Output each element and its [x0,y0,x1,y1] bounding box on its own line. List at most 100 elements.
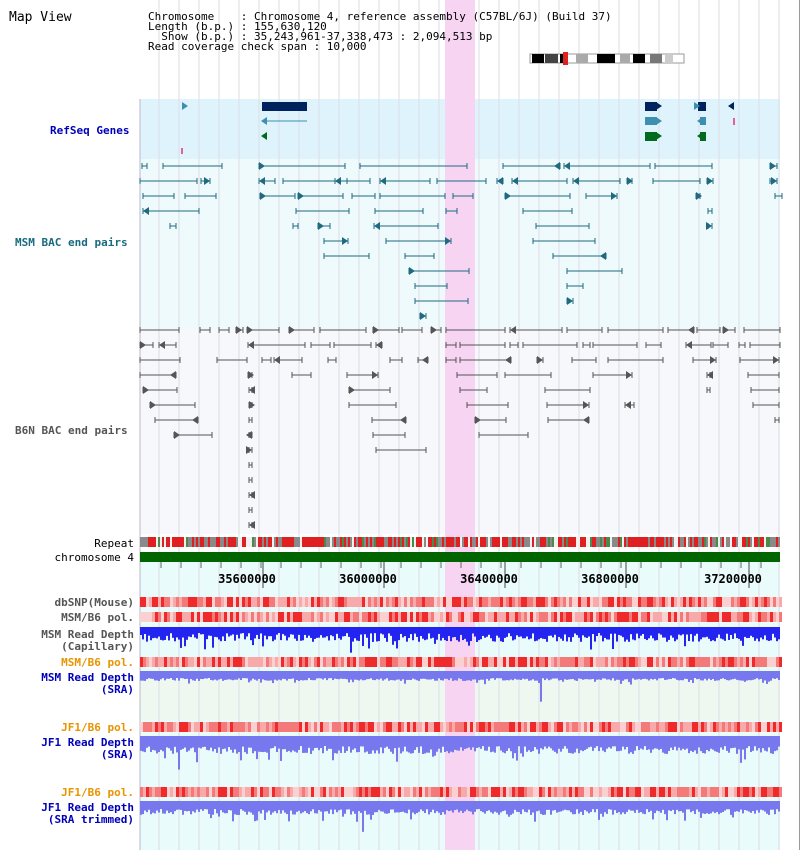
heat-cell [482,657,485,667]
repeat-feature [176,537,178,547]
heat-cell [206,787,209,797]
heat-cell [677,597,680,607]
depth-bar [526,736,528,752]
depth-bar [384,671,386,680]
depth-bar [224,736,226,749]
depth-bar [404,736,406,747]
heat-cell [254,657,257,667]
b6n-bac-end-pairs[interactable] [139,326,781,529]
depth-bar [342,801,344,817]
depth-bar [210,801,212,819]
msm-pol-track-label[interactable]: MSM/B6 pol. [61,611,134,624]
heat-cell [194,657,197,667]
depth-bar [424,801,426,813]
depth-bar [652,671,654,680]
heat-cell [323,612,326,622]
jf1-trim-depth-label-1[interactable]: JF1 Read Depth [41,801,134,814]
heat-cell [755,657,758,667]
depth-bar [632,736,634,754]
depth-bar [610,736,612,749]
heat-cell [671,597,674,607]
depth-bar [736,671,738,680]
heat-cell [266,787,269,797]
heat-cell [191,787,194,797]
depth-bar [164,627,166,640]
depth-bar [266,736,268,753]
depth-bar [386,627,388,642]
depth-bar [722,627,724,640]
heat-cell [515,787,518,797]
depth-bar [230,671,232,680]
depth-bar [580,736,582,751]
depth-bar [686,627,688,635]
heat-cell [245,657,248,667]
heat-cell [188,657,191,667]
depth-bar [230,801,232,811]
depth-bar [762,671,764,683]
repeat-feature [458,537,460,547]
jf1-pol-label[interactable]: JF1/B6 pol. [61,721,134,734]
depth-bar [216,736,218,753]
heat-cell [233,787,236,797]
heat-cell [743,612,746,622]
heat-cell [215,597,218,607]
heat-cell [620,597,623,607]
heat-cell [293,722,296,732]
heat-cell [458,597,461,607]
msm-bac-track-label[interactable]: MSM BAC end pairs [15,236,128,249]
depth-bar [464,801,466,812]
depth-bar [568,671,570,680]
heat-cell [605,597,608,607]
depth-bar [236,627,238,635]
heat-cell [737,657,740,667]
dbsnp-track-label[interactable]: dbSNP(Mouse) [54,596,134,609]
depth-bar [206,736,208,750]
heat-cell [671,722,674,732]
depth-bar [198,736,200,748]
heat-cell [449,597,452,607]
heat-cell [506,722,509,732]
heat-cell [455,597,458,607]
refseq-track-label[interactable]: RefSeq Genes [50,124,130,137]
depth-bar [566,736,568,749]
depth-bar [584,671,586,680]
heat-cell [722,597,725,607]
heat-cell [728,657,731,667]
repeat-feature [692,537,694,547]
b6n-bac-track-label[interactable]: B6N BAC end pairs [15,424,128,437]
depth-bar [578,627,580,638]
heat-cell [560,612,563,622]
repeat-feature [776,537,778,547]
jf1-pol-2-label[interactable]: JF1/B6 pol. [61,786,134,799]
depth-bar [584,627,586,638]
repeat-feature [564,537,566,547]
depth-bar [618,671,620,680]
heat-cell [779,787,782,797]
strand-arrow [274,356,280,364]
msm-sra-depth-label-1[interactable]: MSM Read Depth [41,671,134,684]
depth-bar [738,801,740,812]
heat-cell [530,722,533,732]
ideogram-band [545,54,558,63]
heat-cell [371,612,374,622]
depth-bar [346,671,348,680]
depth-bar [494,801,496,812]
heat-cell [500,612,503,622]
depth-bar [728,671,730,681]
jf1-depth-label-1[interactable]: JF1 Read Depth [41,736,134,749]
heat-cell [665,657,668,667]
msm-pol-sra-label[interactable]: MSM/B6 pol. [61,656,134,669]
msm-capillary-depth-label-1[interactable]: MSM Read Depth [41,628,134,641]
repeat-feature [356,537,358,547]
heat-cell [701,657,704,667]
repeat-feature [252,537,254,547]
heat-cell [662,612,665,622]
chromosome-ideogram[interactable] [529,52,685,65]
depth-bar [734,736,736,748]
msm-bac-end-pairs[interactable] [139,162,783,320]
repeat-feature [570,537,572,547]
heat-cell [719,787,722,797]
depth-bar [426,671,428,680]
heat-cell [686,657,689,667]
